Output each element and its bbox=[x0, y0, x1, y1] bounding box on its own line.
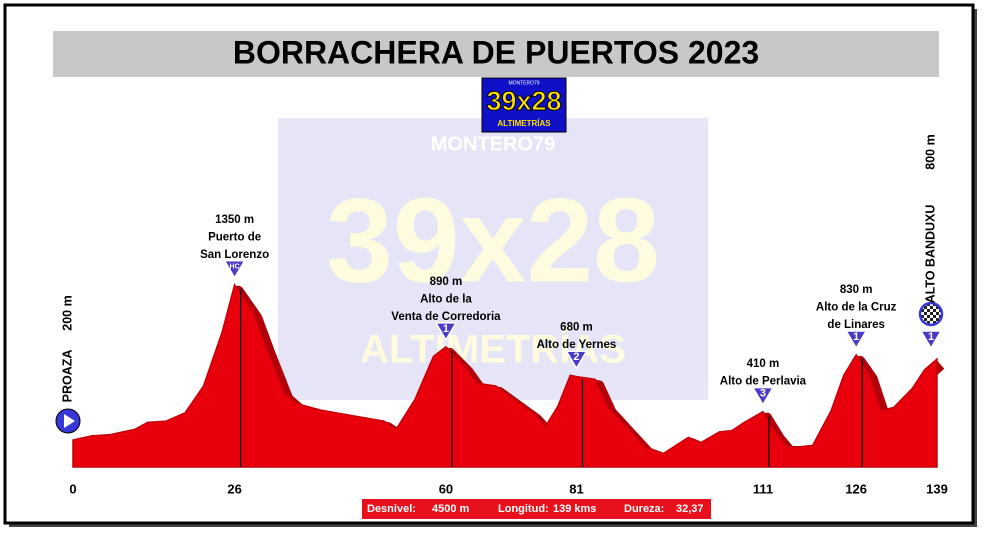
x-tick-label: 139 bbox=[926, 481, 948, 496]
stat-label: Desnivel: bbox=[367, 503, 416, 515]
stat-value: 4500 m bbox=[432, 503, 470, 515]
category-label: 3 bbox=[760, 388, 766, 400]
category-marker bbox=[565, 350, 588, 370]
watermark-main: 39x28 bbox=[326, 174, 660, 308]
stats-bar bbox=[362, 499, 711, 519]
climb-name: Alto de Perlavia bbox=[720, 376, 807, 388]
stat-value: 139 kms bbox=[553, 503, 596, 515]
climb-name: Venta de Corredoria bbox=[391, 311, 501, 323]
climb-name: San Lorenzo bbox=[200, 249, 269, 261]
watermark-bottom: ALTIMETRÍAS bbox=[360, 327, 626, 372]
stat-value: 32,37 bbox=[676, 503, 704, 515]
watermark-bg bbox=[278, 118, 708, 400]
start-altitude: 200 m bbox=[60, 295, 74, 330]
logo-bottom: ALTIMETRÍAS bbox=[497, 119, 551, 128]
climb-name: Alto de Yernes bbox=[537, 339, 617, 351]
category-label: HC bbox=[230, 264, 240, 271]
x-tick-label: 111 bbox=[753, 481, 773, 496]
climb-name: Alto de la bbox=[420, 293, 472, 305]
logo-bg bbox=[481, 77, 567, 133]
watermark-top: MONTERO79 bbox=[431, 133, 555, 155]
profile-area bbox=[72, 283, 938, 468]
category-marker bbox=[751, 386, 775, 407]
climb-altitude: 1350 m bbox=[215, 214, 254, 226]
stat-label: Longitud: bbox=[498, 503, 549, 515]
climb-altitude: 680 m bbox=[560, 322, 593, 334]
watermark: MONTERO79 39x28 ALTIMETRÍAS bbox=[278, 118, 708, 400]
start-arrow bbox=[64, 414, 75, 428]
climb-altitude: 830 m bbox=[840, 284, 873, 296]
category-marker bbox=[223, 260, 246, 280]
x-tick-label: 81 bbox=[569, 481, 583, 496]
climb-altitude: 410 m bbox=[747, 358, 780, 370]
climb-name: Puerto de bbox=[208, 231, 261, 243]
category-label: 1 bbox=[928, 331, 934, 343]
finish-label: ALTO BANDUXU bbox=[923, 205, 937, 304]
start-label: PROAZA bbox=[60, 350, 74, 403]
title-bar bbox=[53, 31, 939, 77]
finish-marker bbox=[918, 301, 944, 327]
x-tick-label: 126 bbox=[845, 481, 867, 496]
category-marker bbox=[919, 330, 943, 350]
finish-altitude: 800 m bbox=[923, 134, 937, 169]
category-label: 1 bbox=[443, 323, 449, 335]
x-tick-label: 26 bbox=[227, 481, 241, 496]
category-marker bbox=[434, 322, 458, 342]
climb-altitude: 890 m bbox=[430, 276, 463, 288]
stat-label: Dureza: bbox=[624, 503, 664, 515]
category-label: 1 bbox=[853, 331, 859, 343]
category-marker bbox=[844, 330, 868, 350]
x-tick-label: 0 bbox=[69, 481, 76, 496]
logo-top: MONTERO79 bbox=[508, 80, 539, 86]
climb-name: de Linares bbox=[827, 319, 885, 331]
logo: MONTERO79 39x28 ALTIMETRÍAS bbox=[481, 77, 567, 133]
chart-title: BORRACHERA DE PUERTOS 2023 bbox=[233, 34, 759, 70]
category-label: 2 bbox=[573, 351, 579, 363]
climb-name: Alto de la Cruz bbox=[816, 301, 897, 313]
logo-main: 39x28 bbox=[486, 86, 561, 116]
x-tick-label: 60 bbox=[439, 481, 453, 496]
